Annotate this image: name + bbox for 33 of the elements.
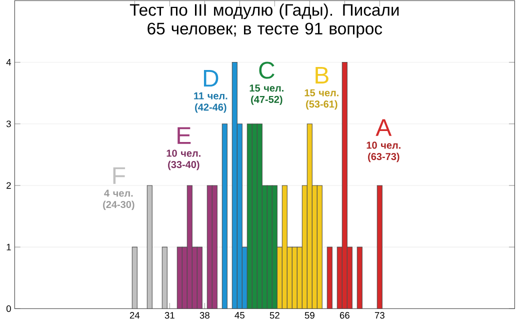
series-label: B (316, 67, 328, 84)
annotation: 11 чел. (42-46) (194, 92, 228, 113)
y-tick-label: 2 (6, 182, 11, 189)
bar (356, 246, 362, 310)
annotation: 10 чел. (63-73) (366, 142, 400, 162)
bar (146, 185, 152, 310)
y-tick-label: 1 (6, 244, 11, 250)
x-tick-label: 66 (340, 312, 350, 319)
x-tick-label: 31 (164, 312, 174, 319)
bar (132, 246, 138, 310)
bar (326, 246, 332, 310)
text: Тест по III модулю (Гады). Писали 65 человек; в тесте 91 вопрос (130, 4, 399, 38)
x-tick-label: 73 (374, 312, 384, 319)
annotation: 15 чел. (53-61) (304, 90, 338, 110)
x-tick-label: 45 (234, 312, 244, 319)
y-tick-label: 0 (6, 306, 11, 312)
series-label: E (178, 127, 191, 144)
y-tick-label: 3 (6, 120, 11, 128)
series-label: D (204, 70, 218, 87)
annotation: 10 чел. (33-40) (166, 150, 200, 170)
annotation: 4 чел. (24-30) (103, 190, 134, 210)
bar (222, 124, 228, 310)
series-label: F (113, 168, 126, 184)
bar (162, 246, 168, 310)
series-label: C (259, 62, 274, 79)
x-tick-label: 24 (130, 312, 140, 319)
bar (376, 185, 382, 310)
annotation: 15 чел. (47-52) (250, 84, 284, 106)
series-label: A (376, 119, 392, 136)
y-tick-label: 4 (6, 59, 12, 66)
x-tick-label: 38 (200, 312, 210, 319)
x-tick-label: 52 (270, 312, 280, 319)
x-tick-label: 59 (304, 312, 314, 319)
